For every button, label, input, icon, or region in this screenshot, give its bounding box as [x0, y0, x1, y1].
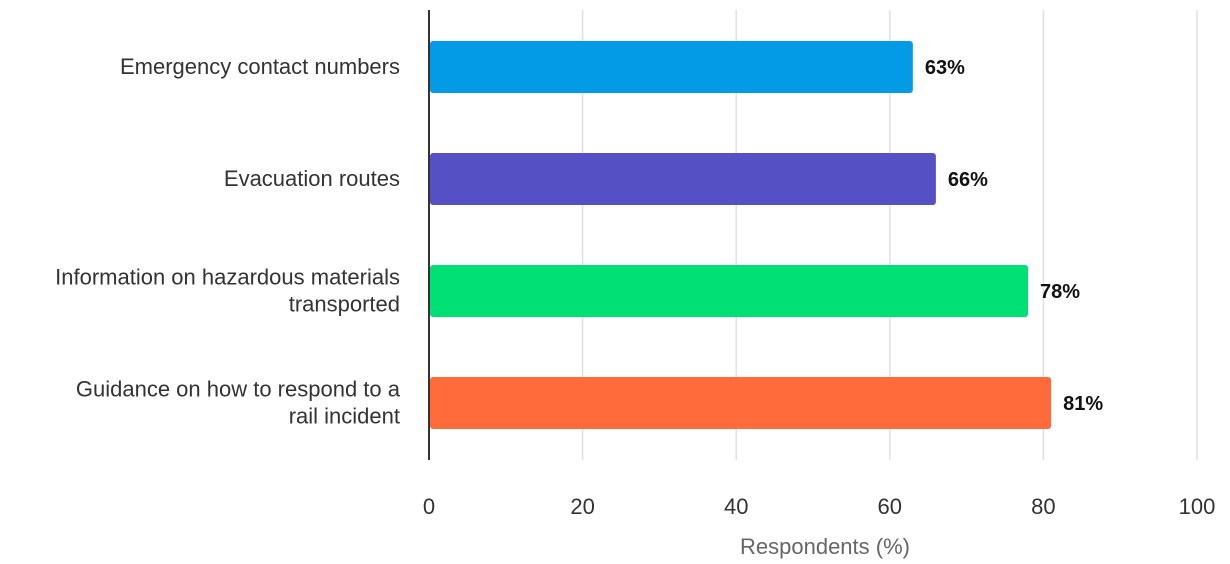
- category-label-line: transported: [289, 292, 400, 317]
- bars: [430, 41, 1051, 429]
- bar: [430, 41, 913, 93]
- bar: [430, 377, 1051, 429]
- category-label-line: rail incident: [289, 404, 400, 429]
- x-tick-labels: 0 20 40 60 80 100: [423, 494, 1215, 519]
- x-tick-label: 0: [423, 494, 435, 519]
- x-tick-label: 100: [1179, 494, 1216, 519]
- x-tick-label: 20: [570, 494, 594, 519]
- data-label: 81%: [1063, 393, 1103, 415]
- data-label: 63%: [925, 57, 965, 79]
- category-label-line: Information on hazardous materials: [55, 265, 400, 290]
- category-label: Evacuation routes: [224, 166, 400, 191]
- x-axis-title: Respondents (%): [740, 534, 910, 559]
- data-label: 66%: [948, 169, 988, 191]
- data-labels: 63% 66% 78% 81%: [925, 57, 1103, 415]
- category-labels: Emergency contact numbers Evacuation rout…: [55, 54, 401, 429]
- data-label: 78%: [1040, 281, 1080, 303]
- category-label-line: Emergency contact numbers: [120, 54, 400, 79]
- category-label-line: Guidance on how to respond to a: [76, 377, 401, 402]
- bar: [430, 153, 936, 205]
- x-tick-label: 80: [1031, 494, 1055, 519]
- x-tick-label: 60: [878, 494, 902, 519]
- bar: [430, 265, 1028, 317]
- x-tick-label: 40: [724, 494, 748, 519]
- category-label: Information on hazardous materials transp…: [55, 265, 400, 317]
- category-label-line: Evacuation routes: [224, 166, 400, 191]
- category-label: Guidance on how to respond to a rail inci…: [76, 377, 401, 429]
- category-label: Emergency contact numbers: [120, 54, 400, 79]
